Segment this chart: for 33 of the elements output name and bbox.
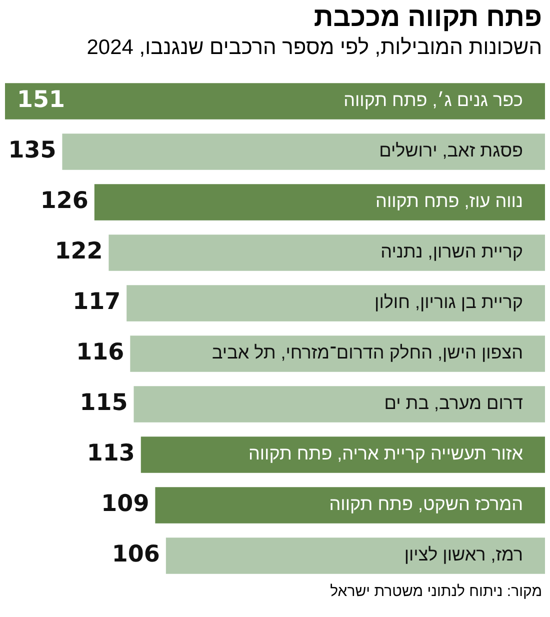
bar (134, 386, 545, 422)
data-label: 113 (86, 440, 135, 467)
y-tick-label: פסגת זאב, ירושלים (379, 140, 523, 161)
data-label: 117 (72, 289, 121, 316)
text: מקור: ניתוח לנתוני משטרת ישראל (330, 583, 542, 600)
bar (140, 436, 545, 473)
y-tick-label: המרכז השקט, פתח תקווה (329, 494, 523, 514)
data-label: 115 (80, 390, 128, 416)
y-tick-label: קריית השרון, נתניה (380, 242, 523, 262)
bar (94, 184, 545, 220)
data-label: 122 (54, 238, 103, 265)
y-tick-label: נווה עוז, פתח תקווה (376, 191, 523, 212)
bar (166, 538, 545, 574)
y-tick-label: רמז, ראשון לציון (404, 544, 523, 565)
y-tick-label: הצפון הישן, החלק הדרום־מזרחי, תל אביב (212, 342, 523, 363)
data-label: 109 (101, 491, 150, 518)
data-label: 126 (40, 188, 88, 214)
y-tick-label: קריית בן גוריון, חולון (374, 292, 523, 312)
data-label: 116 (76, 340, 124, 366)
bar (130, 336, 545, 372)
data-label: 151 (17, 87, 66, 114)
bar (126, 285, 545, 322)
data-label: 106 (112, 542, 160, 568)
bar (5, 83, 545, 120)
chart-title: פתח תקווה מככבת (314, 2, 542, 33)
y-tick-label: כפר גנים ג׳, פתח תקווה (344, 90, 523, 110)
y-tick-label: דרום מערב, בת ים (384, 393, 524, 414)
bar (155, 487, 545, 524)
bar (108, 234, 545, 271)
chart-subtitle: השכונות המובילות, לפי מספר הרכבים שנגנבו, 2024 (86, 36, 542, 60)
bar (62, 134, 545, 170)
y-tick-label: אזור תעשייה קריית אריה, פתח תקווה (248, 444, 524, 464)
data-label: 135 (8, 138, 56, 164)
